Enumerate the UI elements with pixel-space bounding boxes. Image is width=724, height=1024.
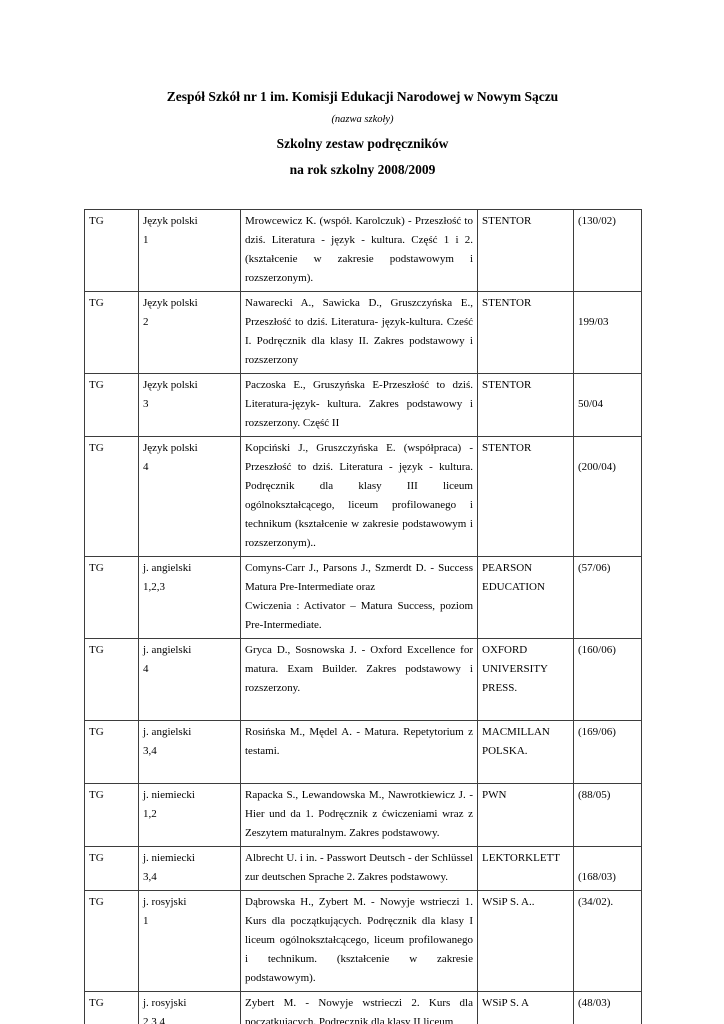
row-type-cell: TG: [84, 291, 139, 374]
table-row: TG j. angielski 4 Gryca D., Sosnowska J.…: [84, 638, 642, 721]
row-publisher-cell: PWN: [477, 783, 574, 847]
row-code-cell: 199/03: [573, 291, 642, 374]
table-row: TG j. niemiecki 1,2 Rapacka S., Lewandow…: [84, 783, 642, 847]
table-row: TG j. angielski 1,2,3 Comyns-Carr J., Pa…: [84, 556, 642, 639]
textbook-table-body: TG Język polski 1 Mrowcewicz K. (współ. …: [84, 209, 642, 1024]
document-header: Zespół Szkół nr 1 im. Komisji Edukacji N…: [84, 88, 641, 178]
row-type-cell: TG: [84, 783, 139, 847]
row-publisher-cell: WSiP S. A..: [477, 890, 574, 992]
table-row: TG Język polski 4 Kopciński J., Gruszczy…: [84, 436, 642, 557]
row-code-cell: (160/06): [573, 638, 642, 721]
row-description-cell: Dąbrowska H., Zybert M. - Nowyje wstriec…: [240, 890, 478, 992]
school-name-note: (nazwa szkoły): [331, 114, 394, 125]
row-code-cell: (57/06): [573, 556, 642, 639]
row-description-cell: Zybert M. - Nowyje wstrieczi 2. Kurs dla…: [240, 991, 478, 1024]
row-type-cell: TG: [84, 638, 139, 721]
row-description-cell: Albrecht U. i in. - Passwort Deutsch - d…: [240, 846, 478, 891]
row-code-cell: (34/02).: [573, 890, 642, 992]
row-publisher-cell: OXFORD UNIVERSITY PRESS.: [477, 638, 574, 721]
row-publisher-cell: WSiP S. A: [477, 991, 574, 1024]
row-description-cell: Gryca D., Sosnowska J. - Oxford Excellen…: [240, 638, 478, 721]
row-code-cell: (48/03): [573, 991, 642, 1024]
row-subject-cell: Język polski 3: [138, 373, 241, 437]
textbook-table: TG Język polski 1 Mrowcewicz K. (współ. …: [84, 209, 642, 1024]
table-row: TG Język polski 3 Paczoska E., Gruszyńsk…: [84, 373, 642, 437]
row-type-cell: TG: [84, 846, 139, 891]
row-description-cell: Nawarecki A., Sawicka D., Gruszczyńska E…: [240, 291, 478, 374]
row-code-cell: (130/02): [573, 209, 642, 292]
row-type-cell: TG: [84, 720, 139, 784]
row-subject-cell: j. niemiecki 3,4: [138, 846, 241, 891]
row-code-cell: (168/03): [573, 846, 642, 891]
row-type-cell: TG: [84, 436, 139, 557]
row-publisher-cell: STENTOR: [477, 436, 574, 557]
table-row: TG Język polski 1 Mrowcewicz K. (współ. …: [84, 209, 642, 292]
row-type-cell: TG: [84, 373, 139, 437]
row-description-cell: Kopciński J., Gruszczyńska E. (współprac…: [240, 436, 478, 557]
table-row: TG j. rosyjski 1 Dąbrowska H., Zybert M.…: [84, 890, 642, 992]
table-row: TG j. angielski 3,4 Rosińska M., Mędel A…: [84, 720, 642, 784]
row-type-cell: TG: [84, 209, 139, 292]
row-subject-cell: j. niemiecki 1,2: [138, 783, 241, 847]
row-publisher-cell: PEARSON EDUCATION: [477, 556, 574, 639]
row-publisher-cell: STENTOR: [477, 373, 574, 437]
row-subject-cell: j. angielski 4: [138, 638, 241, 721]
row-description-cell: Paczoska E., Gruszyńska E-Przeszłość to …: [240, 373, 478, 437]
row-publisher-cell: STENTOR: [477, 209, 574, 292]
row-description-cell: Comyns-Carr J., Parsons J., Szmerdt D. -…: [240, 556, 478, 639]
row-type-cell: TG: [84, 556, 139, 639]
table-row: TG j. niemiecki 3,4 Albrecht U. i in. - …: [84, 846, 642, 891]
row-publisher-cell: MACMILLAN POLSKA.: [477, 720, 574, 784]
document-title: Szkolny zestaw podręczników: [276, 136, 449, 151]
school-year-line: na rok szkolny 2008/2009: [289, 162, 436, 177]
row-subject-cell: Język polski 4: [138, 436, 241, 557]
row-subject-cell: Język polski 1: [138, 209, 241, 292]
row-description-cell: Rosińska M., Mędel A. - Matura. Repetyto…: [240, 720, 478, 784]
row-description-cell: Rapacka S., Lewandowska M., Nawrotkiewic…: [240, 783, 478, 847]
row-code-cell: (88/05): [573, 783, 642, 847]
row-subject-cell: j. angielski 1,2,3: [138, 556, 241, 639]
table-row: TG Język polski 2 Nawarecki A., Sawicka …: [84, 291, 642, 374]
row-code-cell: (169/06): [573, 720, 642, 784]
row-publisher-cell: LEKTORKLETT: [477, 846, 574, 891]
row-subject-cell: Język polski 2: [138, 291, 241, 374]
row-code-cell: (200/04): [573, 436, 642, 557]
school-name: Zespół Szkół nr 1 im. Komisji Edukacji N…: [166, 89, 559, 104]
row-type-cell: TG: [84, 890, 139, 992]
row-type-cell: TG: [84, 991, 139, 1024]
row-code-cell: 50/04: [573, 373, 642, 437]
row-publisher-cell: STENTOR: [477, 291, 574, 374]
table-row: TG j. rosyjski 2,3,4 Zybert M. - Nowyje …: [84, 991, 642, 1024]
row-description-cell: Mrowcewicz K. (współ. Karolczuk) - Przes…: [240, 209, 478, 292]
row-subject-cell: j. rosyjski 1: [138, 890, 241, 992]
row-subject-cell: j. rosyjski 2,3,4: [138, 991, 241, 1024]
row-subject-cell: j. angielski 3,4: [138, 720, 241, 784]
